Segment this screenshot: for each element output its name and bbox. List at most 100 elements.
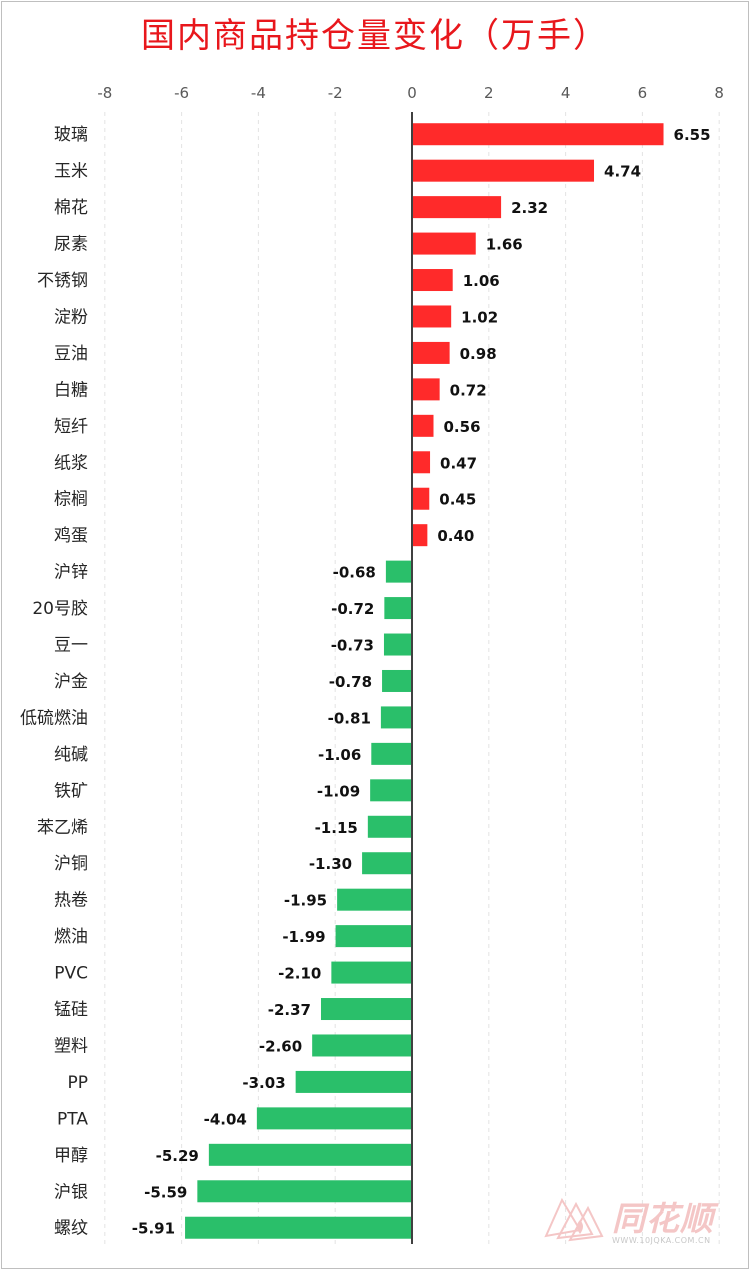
- x-tick-label: -6: [174, 84, 189, 102]
- category-label: 沪银: [54, 1182, 88, 1202]
- category-label: 玻璃: [54, 125, 88, 145]
- bar: [412, 341, 450, 364]
- category-label: 不锈钢: [37, 271, 88, 291]
- bar: [337, 888, 412, 911]
- bar: [208, 1143, 412, 1166]
- bar: [380, 706, 412, 729]
- category-label: 锰硅: [54, 1000, 88, 1020]
- chart-title: 国内商品持仓量变化（万手）: [141, 16, 609, 56]
- category-label: 豆一: [54, 636, 88, 656]
- value-label: -0.78: [329, 673, 372, 691]
- category-label: PTA: [57, 1109, 88, 1129]
- bar: [197, 1180, 412, 1203]
- bar: [385, 560, 412, 583]
- watermark-brand: 同花顺: [612, 1199, 714, 1238]
- category-label: 螺纹: [54, 1219, 88, 1239]
- value-label: 0.98: [460, 345, 497, 363]
- value-label: 1.06: [463, 272, 500, 290]
- category-label: PVC: [54, 964, 88, 984]
- value-label: 0.72: [450, 381, 487, 399]
- bar: [331, 961, 412, 984]
- value-label: -1.09: [317, 782, 360, 800]
- x-tick-label: 0: [407, 84, 417, 102]
- bar: [382, 669, 412, 692]
- category-label: 鸡蛋: [54, 526, 88, 546]
- category-label: 沪金: [54, 672, 88, 692]
- category-label: 纸浆: [54, 453, 88, 473]
- category-label: 棉花: [54, 198, 88, 218]
- category-label: 热卷: [54, 891, 88, 911]
- value-label: -0.73: [331, 637, 374, 655]
- value-label: 1.02: [461, 308, 498, 326]
- value-label: -1.15: [315, 819, 358, 837]
- bar: [412, 269, 453, 292]
- bar: [320, 998, 412, 1021]
- category-label: 尿素: [54, 235, 88, 255]
- bar: [412, 305, 452, 328]
- bar: [312, 1034, 412, 1057]
- value-label: 0.47: [440, 454, 477, 472]
- category-label: 纯碱: [54, 745, 88, 765]
- bar: [412, 487, 430, 510]
- category-label: 白糖: [54, 380, 88, 400]
- value-label: -0.81: [328, 709, 371, 727]
- value-label: 1.66: [486, 236, 523, 254]
- value-label: -5.91: [132, 1220, 175, 1238]
- value-label: 0.45: [439, 491, 476, 509]
- value-label: 4.74: [604, 163, 641, 181]
- category-label: 铁矿: [54, 781, 88, 801]
- category-label: 沪铜: [54, 854, 88, 874]
- category-label: 甲醇: [54, 1146, 88, 1166]
- value-label: -1.95: [284, 892, 327, 910]
- category-label: 苯乙烯: [37, 818, 88, 838]
- bar: [370, 779, 412, 802]
- x-tick-label: -4: [251, 84, 266, 102]
- category-label: PP: [67, 1073, 88, 1093]
- x-tick-label: 4: [561, 84, 571, 102]
- value-label: -2.37: [268, 1001, 311, 1019]
- value-label: -5.59: [144, 1183, 187, 1201]
- bars: [185, 123, 664, 1239]
- bar: [412, 524, 428, 547]
- bar: [412, 159, 595, 182]
- bar: [295, 1070, 412, 1093]
- value-label: -1.30: [309, 855, 352, 873]
- value-label: -3.03: [242, 1074, 285, 1092]
- value-label: -1.06: [318, 746, 361, 764]
- value-label: 6.55: [674, 126, 711, 144]
- value-label: -2.60: [259, 1037, 302, 1055]
- category-label: 短纤: [54, 417, 88, 437]
- value-label: 0.56: [444, 418, 481, 436]
- category-label: 20号胶: [32, 599, 88, 619]
- value-label: -1.99: [282, 928, 325, 946]
- bar: [256, 1107, 412, 1130]
- category-label: 塑料: [54, 1036, 88, 1056]
- bar: [412, 123, 664, 146]
- bar: [412, 414, 434, 437]
- x-tick-label: 8: [714, 84, 724, 102]
- category-label: 沪锌: [54, 563, 88, 583]
- bar: [383, 633, 412, 656]
- bar: [412, 451, 431, 474]
- x-tick-label: 6: [638, 84, 648, 102]
- value-label: 0.40: [437, 527, 474, 545]
- bar: [367, 815, 412, 838]
- x-tick-labels: -8 -6 -4 -2 0 2 4 6 8: [97, 84, 724, 102]
- value-label: -5.29: [156, 1147, 199, 1165]
- bar: [412, 378, 440, 401]
- x-tick-label: -2: [328, 84, 343, 102]
- value-label: 2.32: [511, 199, 548, 217]
- value-label: -0.72: [331, 600, 374, 618]
- bar: [384, 597, 412, 620]
- bar: [362, 852, 412, 875]
- value-label: -4.04: [204, 1110, 247, 1128]
- bar: [412, 232, 476, 255]
- x-tick-label: 2: [484, 84, 494, 102]
- bar: [412, 196, 502, 219]
- bar: [335, 925, 412, 948]
- value-label: -0.68: [333, 564, 376, 582]
- x-tick-label: -8: [97, 84, 112, 102]
- value-label: -2.10: [278, 965, 321, 983]
- category-label: 低硫燃油: [20, 708, 88, 728]
